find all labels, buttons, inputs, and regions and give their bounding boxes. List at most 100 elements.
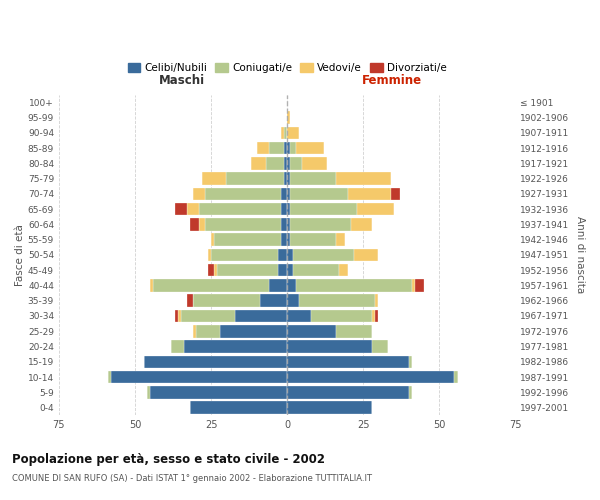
Bar [172,340,184,353]
Bar [287,386,409,398]
Bar [281,218,287,230]
Bar [181,310,235,322]
Bar [281,234,287,246]
Bar [293,264,339,276]
Bar [214,234,281,246]
Bar [208,264,214,276]
Bar [336,325,373,338]
Bar [153,279,269,291]
Bar [293,248,354,261]
Bar [290,234,336,246]
Bar [110,371,287,384]
Bar [220,325,287,338]
Bar [287,356,409,368]
Bar [251,157,266,170]
Bar [290,203,357,215]
Bar [409,386,412,398]
Bar [336,234,345,246]
Bar [217,264,278,276]
Bar [296,279,412,291]
Bar [187,203,199,215]
Bar [226,172,284,185]
Bar [290,218,351,230]
Bar [202,172,226,185]
Text: Maschi: Maschi [159,74,205,87]
Bar [296,142,323,154]
Bar [339,264,348,276]
Bar [287,264,293,276]
Bar [290,188,348,200]
Y-axis label: Fasce di età: Fasce di età [15,224,25,286]
Bar [284,172,287,185]
Bar [266,157,284,170]
Bar [281,203,287,215]
Bar [287,234,290,246]
Bar [376,294,379,307]
Bar [299,294,376,307]
Bar [205,218,281,230]
Bar [269,279,287,291]
Bar [187,294,193,307]
Text: Femmine: Femmine [362,74,422,87]
Bar [211,248,278,261]
Bar [184,340,287,353]
Bar [287,310,311,322]
Bar [193,188,205,200]
Bar [205,188,281,200]
Bar [287,325,336,338]
Bar [287,218,290,230]
Bar [281,126,284,139]
Bar [287,294,299,307]
Text: Popolazione per età, sesso e stato civile - 2002: Popolazione per età, sesso e stato civil… [12,452,325,466]
Bar [278,264,287,276]
Bar [196,325,220,338]
Bar [287,157,290,170]
Bar [214,264,217,276]
Bar [269,142,284,154]
Bar [415,279,424,291]
Bar [150,386,287,398]
Bar [287,402,373,414]
Bar [144,356,287,368]
Bar [373,310,376,322]
Bar [454,371,458,384]
Bar [290,157,302,170]
Bar [302,157,326,170]
Bar [281,188,287,200]
Bar [376,310,379,322]
Bar [147,386,150,398]
Y-axis label: Anni di nascita: Anni di nascita [575,216,585,294]
Bar [211,234,214,246]
Bar [409,356,412,368]
Bar [373,340,388,353]
Bar [199,218,205,230]
Bar [412,279,415,291]
Bar [311,310,373,322]
Bar [351,218,373,230]
Bar [175,310,178,322]
Bar [178,310,181,322]
Bar [107,371,110,384]
Bar [284,126,287,139]
Bar [260,294,287,307]
Bar [287,279,296,291]
Bar [199,203,281,215]
Bar [357,203,394,215]
Text: COMUNE DI SAN RUFO (SA) - Dati ISTAT 1° gennaio 2002 - Elaborazione TUTTITALIA.I: COMUNE DI SAN RUFO (SA) - Dati ISTAT 1° … [12,474,372,483]
Bar [287,126,299,139]
Bar [257,142,269,154]
Bar [336,172,391,185]
Bar [150,279,153,291]
Bar [287,112,290,124]
Bar [278,248,287,261]
Bar [284,142,287,154]
Bar [235,310,287,322]
Bar [208,248,211,261]
Bar [287,142,290,154]
Bar [190,402,287,414]
Bar [290,142,296,154]
Bar [287,203,290,215]
Bar [287,340,373,353]
Bar [287,248,293,261]
Bar [193,325,196,338]
